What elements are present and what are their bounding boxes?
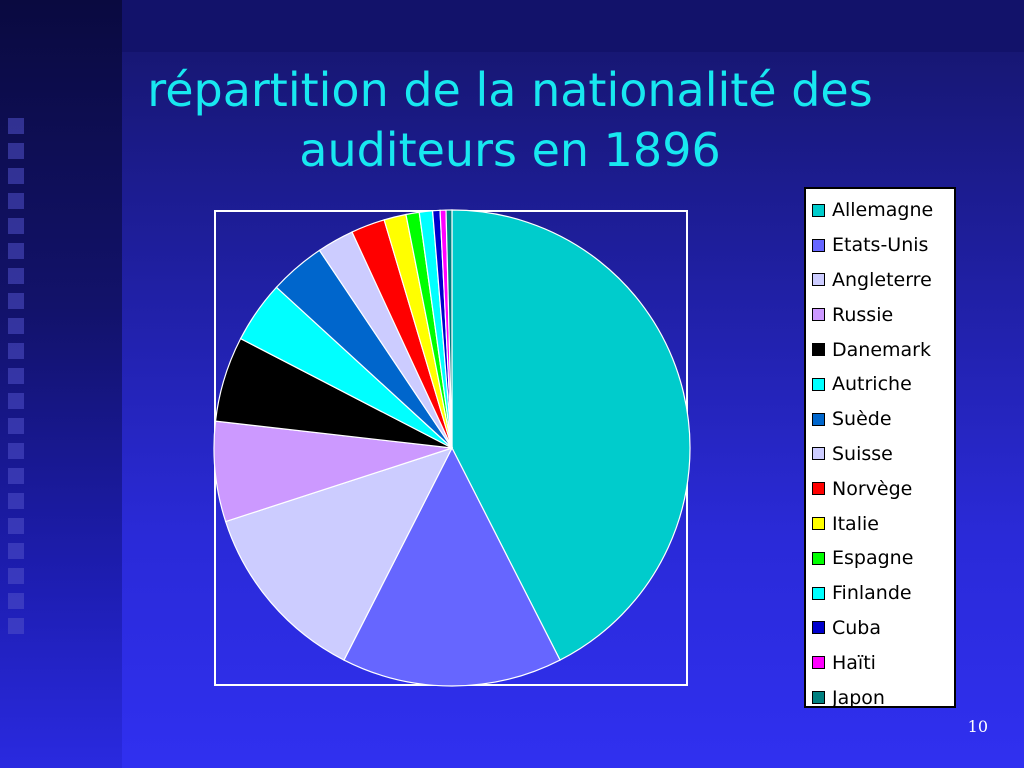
pie-slice-japon — [445, 209, 453, 449]
legend-swatch — [812, 621, 825, 635]
legend-label: Suède — [832, 408, 892, 431]
pie-slice-etats-unis — [343, 446, 561, 687]
legend-label: Japon — [832, 686, 885, 709]
legend-label: Danemark — [832, 338, 931, 361]
legend-label: Etats-Unis — [832, 234, 929, 257]
legend-item: Russie — [812, 297, 954, 332]
pie-slice-angleterre — [224, 446, 454, 661]
slide-title: répartition de la nationalité des audite… — [147, 63, 873, 177]
legend-swatch — [812, 377, 825, 391]
legend-item: Italie — [812, 506, 954, 541]
legend-item: Allemagne — [812, 193, 954, 228]
legend-item: Autriche — [812, 367, 954, 402]
legend-label: Espagne — [832, 547, 914, 570]
legend-item: Finlande — [812, 576, 954, 611]
legend-swatch — [812, 551, 825, 565]
legend-label: Autriche — [832, 373, 912, 396]
legend-label: Suisse — [832, 442, 893, 465]
legend-item: Angleterre — [812, 263, 954, 298]
top-decorative-band — [122, 0, 1024, 52]
legend-item: Cuba — [812, 611, 954, 646]
legend-swatch — [812, 656, 825, 670]
legend-swatch — [812, 482, 825, 496]
legend-item: Japon — [812, 680, 954, 715]
legend-item: Espagne — [812, 541, 954, 576]
legend-item: Suède — [812, 402, 954, 437]
legend-label: Haïti — [832, 651, 876, 674]
page-number: 10 — [967, 717, 988, 736]
legend-swatch — [812, 586, 825, 600]
legend-label: Italie — [832, 512, 879, 535]
legend-item: Suisse — [812, 437, 954, 472]
legend-item: Etats-Unis — [812, 228, 954, 263]
legend-item: Norvège — [812, 471, 954, 506]
legend-swatch — [812, 447, 825, 461]
legend-swatch — [812, 691, 825, 705]
legend-label: Norvège — [832, 477, 913, 500]
legend-swatch — [812, 273, 825, 287]
pie-slice-allemagne — [451, 209, 691, 661]
legend-item: Haïti — [812, 645, 954, 680]
legend-swatch — [812, 203, 825, 217]
legend-swatch — [812, 308, 825, 322]
legend-label: Cuba — [832, 616, 882, 639]
legend-label: Finlande — [832, 582, 912, 605]
legend-swatch — [812, 412, 825, 426]
chart-legend: Allemagne Etats-Unis Angleterre Russie Danem… — [804, 187, 956, 709]
legend-swatch — [812, 517, 825, 531]
legend-label: Angleterre — [832, 268, 932, 291]
legend-swatch — [812, 343, 825, 357]
decorative-squares — [8, 118, 28, 643]
legend-item: Danemark — [812, 332, 954, 367]
legend-swatch — [812, 238, 825, 252]
legend-label: Russie — [832, 303, 894, 326]
legend-label: Allemagne — [832, 199, 934, 222]
